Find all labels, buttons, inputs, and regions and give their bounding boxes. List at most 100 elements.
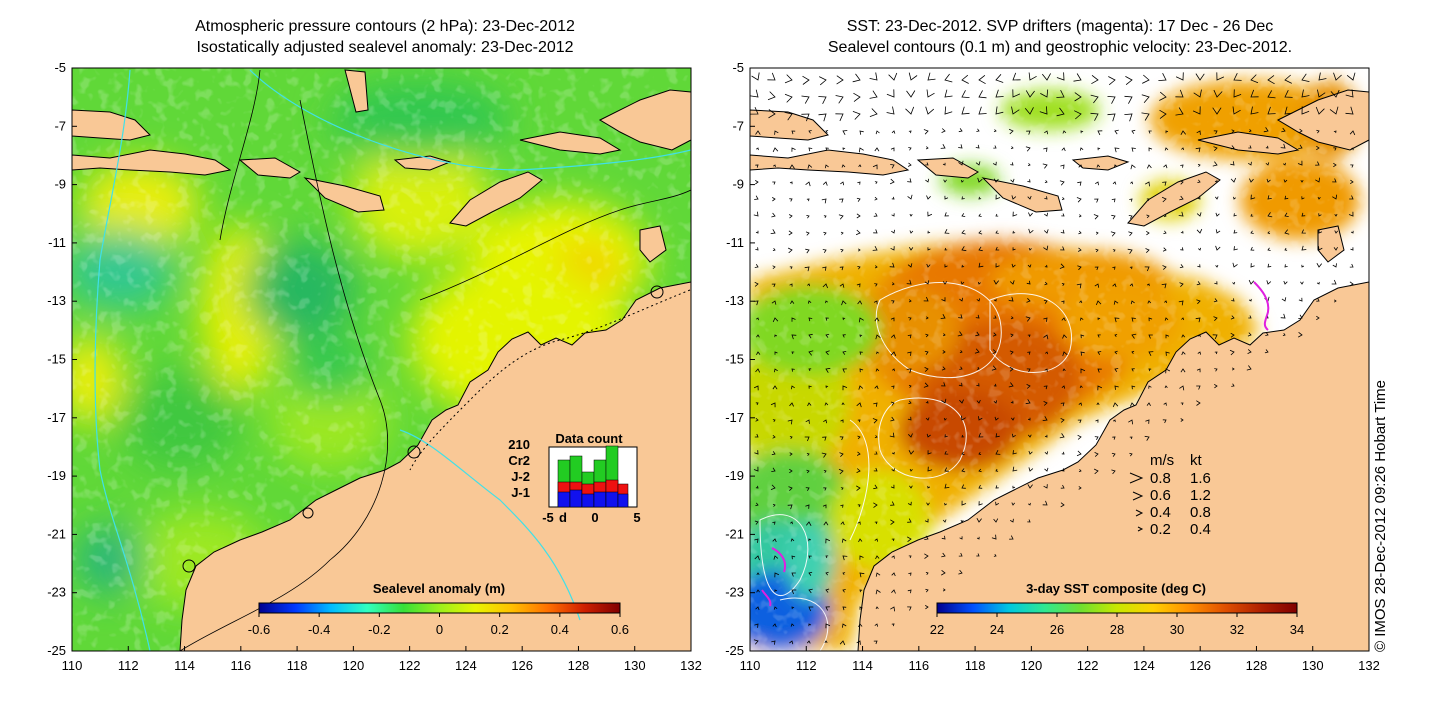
velocity-arrow [841,300,847,306]
left-title-line2: Isostatically adjusted sealevel anomaly:… [196,39,574,56]
velocity-arrow [1147,300,1152,304]
velocity-arrow [907,194,913,200]
velocity-arrow [978,501,983,506]
velocity-arrow [978,213,982,217]
velocity-arrow [1062,130,1067,134]
velocity-arrow [1094,436,1099,440]
velocity-arrow [960,519,964,523]
velocity-arrow [1164,300,1168,304]
velocity-arrow [975,144,980,149]
velocity-arrow [873,229,878,234]
velocity-arrow [1301,73,1310,82]
velocity-arrow [1198,247,1201,251]
velocity-arrow [995,501,999,506]
velocity-arrow [1010,178,1015,183]
velocity-arrow [1027,502,1031,506]
velocity-arrow [978,90,987,99]
svp-drifter-track [1253,281,1270,331]
velocity-arrow [840,181,845,186]
velocity-arrow [961,246,967,252]
velocity-arrow [1333,162,1337,168]
velocity-arrow [1229,349,1235,356]
left-map-lon-tick-label: 124 [455,658,477,673]
velocity-arrow [1148,334,1153,339]
velocity-arrow [818,113,827,122]
velocity-arrow [944,212,949,217]
velocity-arrow [942,333,946,337]
velocity-arrow [756,351,761,355]
velocity-arrow [1093,214,1099,220]
sst-colorbar-label: 3-day SST composite (deg C) [1026,581,1206,596]
velocity-arrow [926,195,931,200]
velocity-arrow [1010,316,1014,320]
velocity-arrow [1027,519,1031,523]
velocity-arrow [961,451,965,456]
left-map-lon-tick-label: 128 [568,658,590,673]
velocity-arrow [1280,143,1286,149]
velocity-arrow [840,248,844,253]
right-map-lat-tick-label: -5 [732,60,744,75]
velocity-arrow [859,555,864,560]
velocity-arrow [789,640,794,645]
velocity-arrow [1026,384,1031,389]
velocity-arrow [857,266,861,270]
velocity-arrow [993,145,997,149]
velocity-legend-arrow [1132,491,1144,501]
velocity-arrow [1232,106,1241,115]
velocity-arrow [1028,228,1034,234]
velocity-arrow [959,399,964,404]
velocity-arrow [755,606,760,611]
velocity-arrow [825,367,831,373]
velocity-arrow [838,468,844,475]
velocity-arrow [1011,195,1017,200]
velocity-arrow [907,178,912,183]
velocity-arrow [1163,214,1167,218]
velocity-arrow [891,300,895,304]
velocity-arrow [770,484,776,490]
velocity-arrow [1077,265,1082,271]
velocity-arrow [784,74,793,84]
velocity-arrow [1180,368,1186,373]
velocity-arrow [821,452,827,458]
velocity-arrow [1301,212,1306,217]
velocity-arrow [808,317,813,322]
velocity-arrow [767,72,776,81]
velocity-arrow [961,434,965,438]
velocity-arrow [856,213,861,219]
velocity-arrow [842,334,846,338]
velocity-arrow [1148,385,1152,389]
velocity-arrow [960,179,964,183]
velocity-arrow [1073,73,1082,82]
velocity-arrow [1301,245,1307,251]
velocity-arrow [772,623,777,628]
velocity-arrow [1012,485,1016,489]
velocity-arrow [875,606,879,610]
australia-land [179,281,691,651]
velocity-arrow [1248,315,1252,319]
velocity-arrow [1012,72,1021,81]
velocity-arrow [807,402,812,407]
velocity-arrow [909,468,913,472]
velocity-arrow [1012,450,1017,455]
velocity-arrow [842,368,847,373]
velocity-arrow [995,246,1000,251]
velocity-arrow [993,129,997,133]
velocity-arrow [1331,279,1337,285]
velocity-arrow [754,281,759,287]
velocity-arrow [940,314,946,319]
left-map-lon-tick-label: 120 [343,658,365,673]
velocity-arrow [1332,263,1337,268]
velocity-arrow [1284,264,1288,268]
velocity-arrow [873,640,878,645]
velocity-arrow [825,623,831,629]
velocity-arrow [994,416,999,421]
velocity-arrow [1056,72,1065,81]
velocity-arrow [874,538,878,542]
velocity-arrow [823,487,827,491]
velocity-legend-arrow [1129,472,1144,484]
velocity-arrow [961,484,966,489]
velocity-arrow [1265,332,1269,336]
velocity-arrow [1164,147,1169,151]
velocity-arrow [1028,72,1037,81]
velocity-arrow [941,569,946,576]
